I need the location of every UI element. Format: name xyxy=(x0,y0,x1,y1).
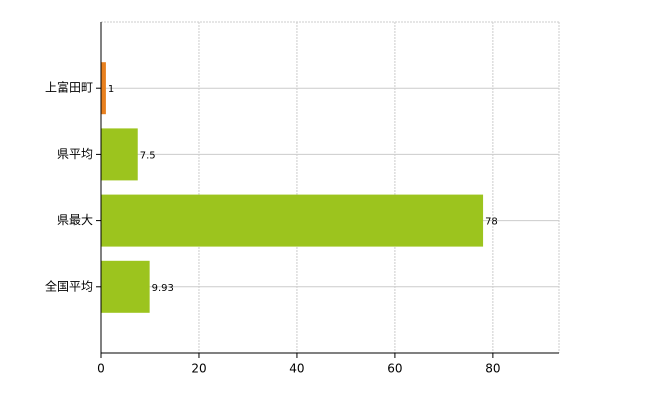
bar xyxy=(101,194,484,247)
value-label: 78 xyxy=(485,217,498,228)
y-tick-label: 全国平均 xyxy=(45,278,93,293)
bar xyxy=(101,260,150,313)
x-tick-label: 60 xyxy=(387,362,402,376)
value-label: 1 xyxy=(108,84,114,95)
y-tick-label: 県最大 xyxy=(57,213,93,227)
x-tick-label: 0 xyxy=(97,362,105,376)
value-label: 9.93 xyxy=(152,283,174,294)
x-tick-label: 20 xyxy=(191,362,206,376)
x-tick-label: 40 xyxy=(289,362,304,376)
y-tick-label: 上富田町 xyxy=(45,80,93,95)
bar xyxy=(101,62,106,115)
value-label: 7.5 xyxy=(140,150,156,161)
x-tick-label: 80 xyxy=(485,362,500,376)
y-tick-label: 県平均 xyxy=(57,147,93,161)
bar xyxy=(101,128,138,181)
